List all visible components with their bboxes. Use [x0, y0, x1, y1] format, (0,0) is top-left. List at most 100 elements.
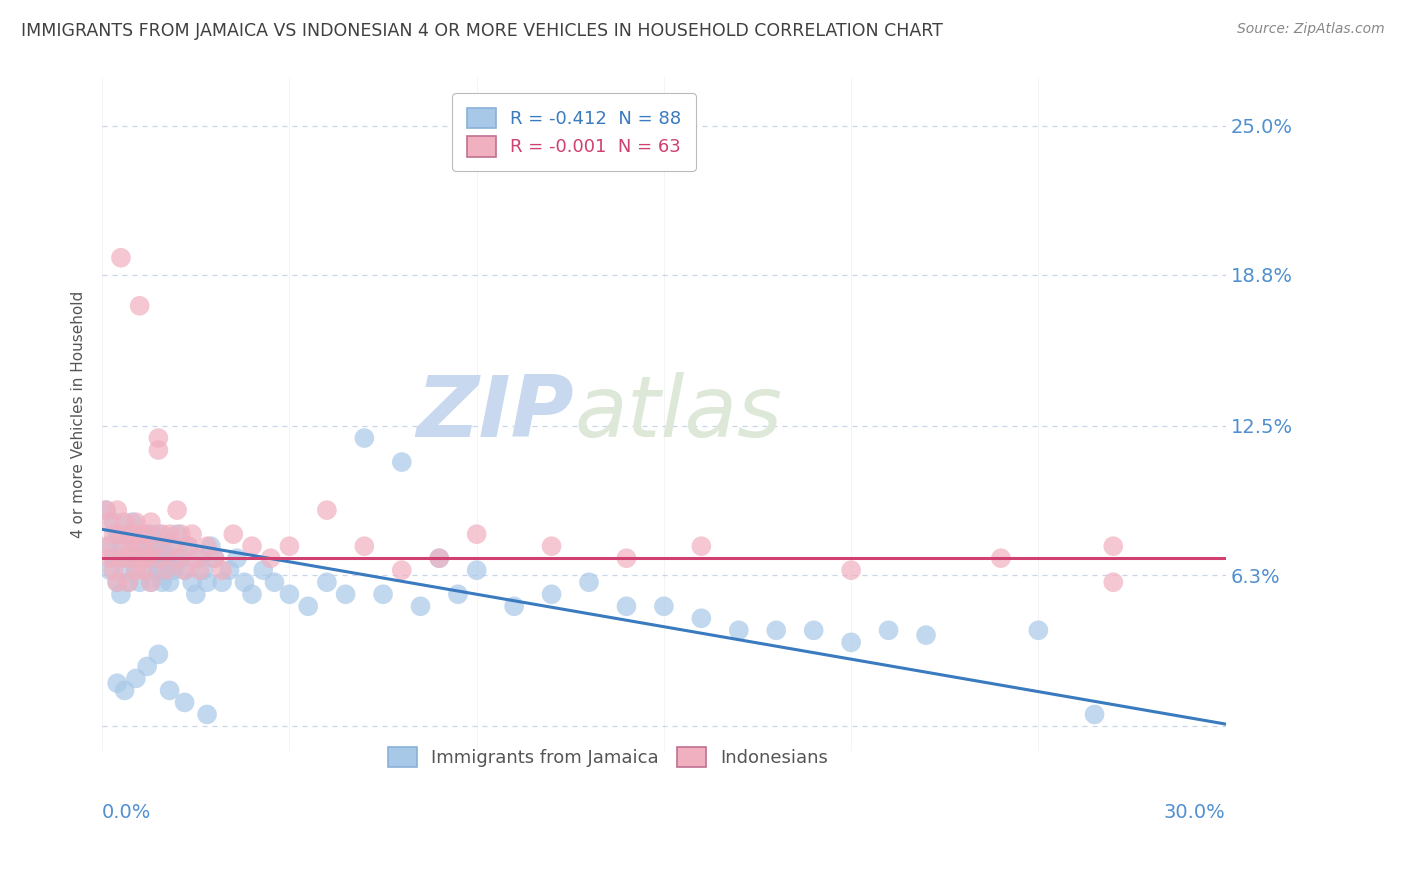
Point: [110, 551, 132, 566]
Point: [125, 563, 148, 577]
Point: [211, 563, 233, 577]
Point: [252, 563, 274, 577]
Legend: Immigrants from Jamaica, Indonesians: Immigrants from Jamaica, Indonesians: [373, 732, 842, 782]
Point: [105, 527, 128, 541]
Point: [195, 707, 218, 722]
Point: [139, 575, 162, 590]
Y-axis label: 4 or more Vehicles in Household: 4 or more Vehicles in Household: [72, 291, 86, 538]
Point: [110, 251, 132, 265]
Point: [143, 539, 166, 553]
Point: [162, 551, 184, 566]
Point: [427, 551, 450, 566]
Point: [150, 575, 173, 590]
Point: [915, 628, 938, 642]
Point: [148, 563, 170, 577]
Point: [139, 515, 162, 529]
Point: [159, 683, 181, 698]
Point: [503, 599, 526, 614]
Point: [94, 503, 117, 517]
Point: [136, 551, 159, 566]
Point: [278, 539, 301, 553]
Point: [616, 551, 638, 566]
Point: [263, 575, 285, 590]
Point: [371, 587, 394, 601]
Point: [114, 551, 136, 566]
Text: IMMIGRANTS FROM JAMAICA VS INDONESIAN 4 OR MORE VEHICLES IN HOUSEHOLD CORRELATIO: IMMIGRANTS FROM JAMAICA VS INDONESIAN 4 …: [21, 22, 943, 40]
Point: [98, 539, 121, 553]
Point: [150, 527, 173, 541]
Point: [188, 551, 211, 566]
Point: [132, 563, 155, 577]
Point: [447, 587, 470, 601]
Point: [173, 563, 195, 577]
Point: [132, 539, 155, 553]
Text: atlas: atlas: [574, 373, 782, 456]
Point: [117, 575, 139, 590]
Point: [162, 539, 184, 553]
Point: [690, 539, 713, 553]
Point: [278, 587, 301, 601]
Point: [181, 575, 204, 590]
Text: ZIP: ZIP: [416, 373, 574, 456]
Point: [616, 599, 638, 614]
Point: [353, 431, 375, 445]
Point: [170, 551, 193, 566]
Point: [136, 659, 159, 673]
Point: [173, 695, 195, 709]
Text: 30.0%: 30.0%: [1164, 804, 1226, 822]
Point: [990, 551, 1012, 566]
Point: [98, 563, 121, 577]
Point: [204, 551, 226, 566]
Point: [110, 527, 132, 541]
Point: [110, 539, 132, 553]
Point: [353, 539, 375, 553]
Point: [143, 551, 166, 566]
Point: [727, 624, 749, 638]
Point: [409, 599, 432, 614]
Point: [690, 611, 713, 625]
Point: [121, 539, 143, 553]
Point: [240, 587, 263, 601]
Point: [155, 551, 177, 566]
Point: [170, 527, 193, 541]
Point: [166, 551, 188, 566]
Point: [121, 527, 143, 541]
Point: [143, 539, 166, 553]
Point: [117, 575, 139, 590]
Point: [159, 539, 181, 553]
Point: [1102, 575, 1125, 590]
Point: [155, 563, 177, 577]
Point: [200, 539, 222, 553]
Point: [121, 551, 143, 566]
Point: [114, 563, 136, 577]
Point: [181, 527, 204, 541]
Point: [128, 575, 150, 590]
Point: [148, 648, 170, 662]
Point: [105, 503, 128, 517]
Point: [148, 527, 170, 541]
Point: [136, 527, 159, 541]
Point: [839, 635, 862, 649]
Point: [465, 527, 488, 541]
Point: [226, 551, 249, 566]
Point: [125, 563, 148, 577]
Point: [98, 551, 121, 566]
Point: [177, 539, 200, 553]
Point: [803, 624, 825, 638]
Point: [148, 443, 170, 458]
Point: [125, 515, 148, 529]
Point: [1028, 624, 1050, 638]
Point: [128, 551, 150, 566]
Point: [94, 503, 117, 517]
Point: [260, 551, 283, 566]
Point: [128, 299, 150, 313]
Point: [173, 563, 195, 577]
Point: [132, 527, 155, 541]
Point: [110, 587, 132, 601]
Point: [103, 551, 125, 566]
Point: [94, 539, 117, 553]
Point: [148, 431, 170, 445]
Point: [1083, 707, 1105, 722]
Point: [114, 683, 136, 698]
Point: [427, 551, 450, 566]
